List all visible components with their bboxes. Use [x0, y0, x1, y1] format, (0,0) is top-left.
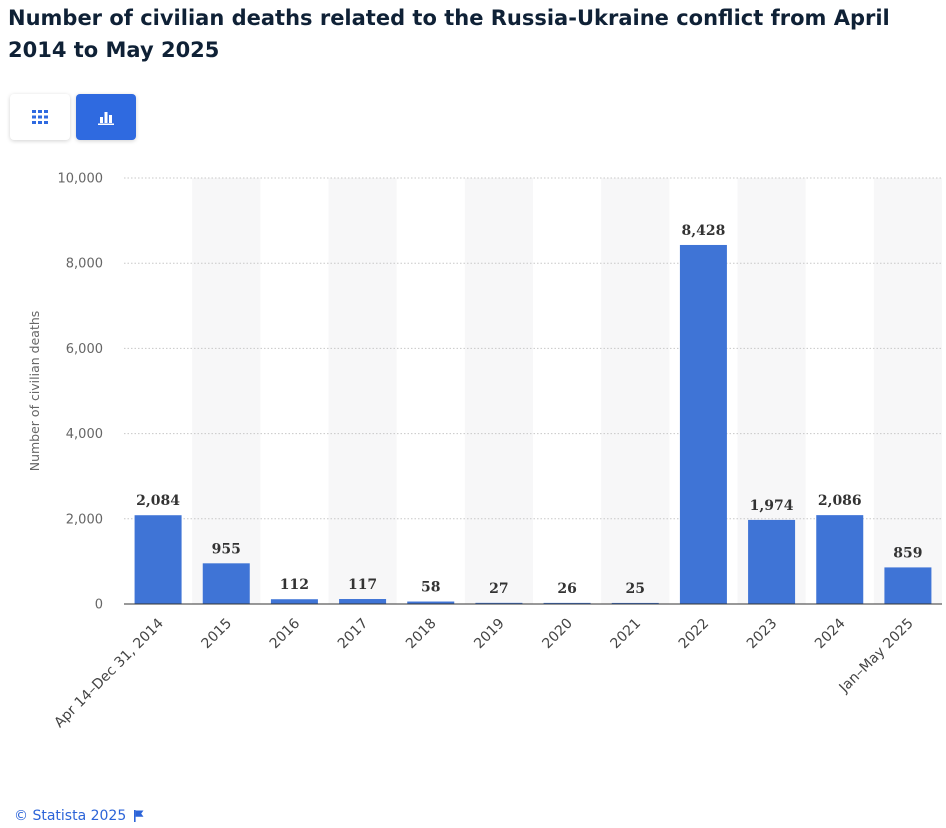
bar[interactable]	[816, 515, 864, 604]
bar[interactable]	[884, 567, 932, 604]
bar[interactable]	[407, 601, 455, 604]
x-axis-labels: Apr 14–Dec 31, 2014 2015 2016 2017 2018 2019 2…	[51, 615, 916, 731]
bar[interactable]	[202, 563, 250, 604]
category-band	[464, 178, 533, 604]
bar[interactable]	[679, 244, 727, 604]
x-tick-label: 2015	[199, 616, 236, 653]
bar-value-label: 955	[212, 541, 241, 557]
y-axis-label: Number of civilian deaths	[27, 311, 42, 472]
x-tick-label: 2016	[267, 615, 304, 652]
bar-chart-icon	[98, 111, 114, 125]
value-labels: 2,084 955 112 117 58 27 26 25 8,428 1,974 2,086 859	[136, 223, 922, 597]
bar-value-label: 112	[280, 577, 309, 593]
bar[interactable]	[134, 515, 182, 604]
bar-value-label: 26	[557, 581, 576, 597]
bar[interactable]	[611, 602, 659, 604]
x-tick-label: Jan–May 2025	[836, 616, 917, 697]
y-tick-label: 4,000	[66, 427, 103, 442]
bar-value-label: 117	[348, 577, 377, 593]
bar[interactable]	[748, 519, 796, 604]
x-tick-label: 2020	[539, 616, 576, 653]
x-tick-label: 2017	[335, 616, 372, 653]
bar-value-label: 58	[421, 580, 440, 596]
x-tick-label: Apr 14–Dec 31, 2014	[51, 615, 167, 731]
chart-title: Number of civilian deaths related to the…	[8, 6, 890, 62]
category-band	[328, 178, 397, 604]
chart-view-button[interactable]	[76, 94, 136, 140]
y-tick-label: 8,000	[66, 257, 103, 272]
bar-value-label: 27	[489, 581, 508, 597]
bars	[134, 244, 932, 604]
grid-icon	[32, 110, 48, 124]
bar-value-label: 25	[626, 581, 645, 597]
bar-value-label: 2,084	[136, 493, 180, 509]
x-tick-label: 2018	[403, 616, 440, 653]
bar[interactable]	[475, 602, 523, 604]
flag-icon[interactable]	[134, 810, 144, 822]
footer: © Statista 2025	[14, 808, 144, 824]
x-tick-label: 2022	[676, 616, 713, 653]
x-tick-label: 2023	[744, 616, 781, 653]
y-tick-label: 6,000	[66, 342, 103, 357]
category-band	[873, 178, 942, 604]
bar-value-label: 8,428	[681, 223, 725, 239]
category-band	[192, 178, 261, 604]
bar-chart: 0 2,000 4,000 6,000 8,000 10,000 2,084 955 112 1…	[27, 172, 942, 731]
x-tick-label: 2021	[608, 616, 645, 653]
table-view-button[interactable]	[10, 94, 70, 140]
y-tick-label: 0	[95, 598, 103, 613]
y-axis-ticks: 0 2,000 4,000 6,000 8,000 10,000	[58, 172, 104, 613]
copyright-link[interactable]: © Statista 2025	[14, 808, 127, 824]
bar[interactable]	[270, 599, 318, 604]
x-tick-label: 2019	[471, 616, 508, 653]
x-tick-label: 2024	[812, 615, 849, 652]
bar-value-label: 2,086	[818, 493, 862, 509]
bar-value-label: 859	[893, 545, 922, 561]
bar[interactable]	[543, 602, 591, 604]
bar-value-label: 1,974	[750, 498, 794, 514]
y-tick-label: 10,000	[58, 172, 104, 187]
category-band	[601, 178, 670, 604]
y-tick-label: 2,000	[66, 512, 103, 527]
bar[interactable]	[339, 599, 387, 604]
